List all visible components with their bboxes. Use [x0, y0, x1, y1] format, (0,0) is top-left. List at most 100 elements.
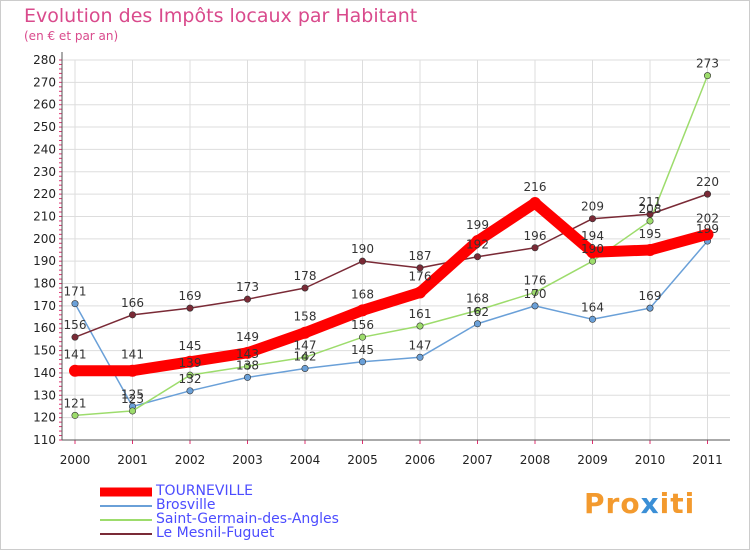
data-label: 162 — [466, 305, 489, 319]
y-tick-label: 160 — [33, 321, 56, 335]
proxiti-logo: Proxiti — [584, 487, 695, 520]
data-point — [129, 407, 137, 415]
legend-label: Le Mesnil-Fuguet — [156, 525, 275, 541]
data-label: 176 — [524, 273, 547, 287]
data-label: 190 — [351, 242, 374, 256]
data-point — [529, 197, 541, 210]
data-label: 166 — [121, 296, 144, 310]
data-point — [71, 333, 79, 341]
data-label: 161 — [409, 307, 432, 321]
y-tick-label: 170 — [33, 299, 56, 313]
grid-lines — [62, 59, 730, 441]
y-tick-label: 190 — [33, 254, 56, 268]
line-chart: 110 120 130 140 150 160 170 180 190 200 210 220 230 2… — [33, 52, 730, 467]
data-point — [646, 217, 654, 225]
data-label: 194 — [581, 229, 604, 243]
data-point — [244, 362, 252, 370]
data-label: 139 — [179, 356, 202, 370]
data-label: 171 — [64, 285, 87, 299]
legend-swatch — [100, 505, 152, 507]
x-tick-label: 2004 — [290, 453, 321, 467]
axes: 110 120 130 140 150 160 170 180 190 200 210 220 230 2… — [33, 52, 730, 467]
data-label: 211 — [639, 195, 662, 209]
data-label: 156 — [351, 318, 374, 332]
data-point — [241, 346, 254, 359]
data-label: 141 — [121, 348, 144, 362]
data-point — [186, 371, 194, 379]
y-tick-label: 140 — [33, 366, 56, 380]
x-tick-label: 2008 — [520, 453, 551, 467]
data-point — [356, 304, 369, 317]
data-point — [588, 315, 596, 323]
data-point — [301, 364, 309, 372]
y-tick-label: 150 — [33, 344, 56, 358]
data-label: 173 — [236, 280, 259, 294]
data-label: 208 — [639, 202, 662, 216]
data-label: 142 — [294, 349, 317, 363]
data-label: 147 — [294, 338, 317, 352]
data-point — [301, 284, 309, 292]
y-tick-label: 250 — [33, 120, 56, 134]
data-point — [244, 295, 252, 303]
chart-title: Evolution des Impôts locaux par Habitant — [24, 5, 418, 27]
data-point — [358, 257, 366, 265]
data-label: 190 — [581, 242, 604, 256]
data-point — [301, 353, 309, 361]
data-label: 149 — [236, 330, 259, 344]
legend-swatch — [100, 487, 152, 497]
data-labels: 171 125 132 138 142 145 147 162 170 164 169 199 121 1… — [64, 57, 719, 411]
y-tick-label: 230 — [33, 165, 56, 179]
data-point — [646, 210, 654, 218]
data-point — [531, 302, 539, 310]
data-label: 125 — [121, 387, 144, 401]
logo-part-3: iti — [659, 487, 696, 520]
data-point — [358, 358, 366, 366]
x-tick-label: 2006 — [405, 453, 436, 467]
data-label: 187 — [409, 249, 432, 263]
y-tick-label: 280 — [33, 53, 56, 67]
data-label: 156 — [64, 318, 87, 332]
data-label: 169 — [639, 289, 662, 303]
data-label: 158 — [294, 310, 317, 324]
data-label: 132 — [179, 372, 202, 386]
legend-label: TOURNEVILLE — [156, 483, 254, 499]
legend-swatch — [100, 533, 152, 535]
series-lines — [69, 72, 714, 419]
data-point — [299, 326, 311, 339]
data-point — [588, 257, 596, 265]
data-point — [471, 235, 484, 248]
data-point — [416, 322, 424, 330]
legend-label: Brosville — [156, 497, 216, 513]
x-tick-label: 2005 — [347, 453, 378, 467]
x-tick-label: 2000 — [60, 453, 91, 467]
x-tick-label: 2009 — [577, 453, 608, 467]
data-label: 170 — [524, 287, 547, 301]
data-point — [244, 373, 252, 381]
y-tick-label: 260 — [33, 98, 56, 112]
data-label: 168 — [466, 291, 489, 305]
data-label: 168 — [351, 287, 374, 301]
y-tick-label: 270 — [33, 75, 56, 89]
data-point — [473, 253, 481, 261]
data-label: 176 — [409, 269, 432, 283]
data-point — [703, 190, 711, 198]
data-point — [358, 333, 366, 341]
data-label: 145 — [179, 339, 202, 353]
data-label: 178 — [294, 269, 317, 283]
y-tick-label: 240 — [33, 142, 56, 156]
data-point — [473, 306, 481, 314]
y-tick-label: 120 — [33, 411, 56, 425]
data-label: 143 — [236, 347, 259, 361]
y-tick-label: 200 — [33, 232, 56, 246]
data-point — [586, 246, 599, 259]
data-label: 220 — [696, 175, 719, 189]
data-label: 199 — [696, 222, 719, 236]
x-tick-label: 2011 — [692, 453, 723, 467]
legend-swatch — [100, 519, 152, 521]
x-tick-label: 2002 — [175, 453, 206, 467]
data-point — [414, 286, 426, 299]
x-tick-label: 2010 — [635, 453, 666, 467]
data-point — [186, 387, 194, 395]
x-tick-label: 2003 — [232, 453, 263, 467]
